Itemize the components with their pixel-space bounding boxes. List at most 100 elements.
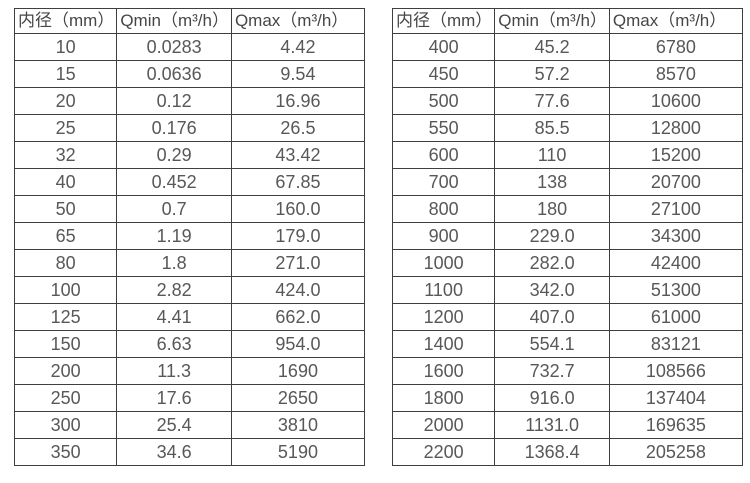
qmin-cell: 25.4 bbox=[116, 411, 232, 439]
qmin-cell: 180 bbox=[494, 195, 610, 223]
diameter-cell: 250 bbox=[13, 384, 118, 412]
qmin-cell: 554.1 bbox=[494, 330, 610, 358]
diameter-cell: 900 bbox=[391, 222, 496, 250]
diameter-cell: 125 bbox=[13, 303, 118, 331]
qmax-cell: 205258 bbox=[608, 438, 743, 466]
qmin-cell: 17.6 bbox=[116, 384, 232, 412]
diameter-cell: 50 bbox=[13, 195, 118, 223]
table-large-diameters: 内径（mm） Qmin（m³/h） Qmax（m³/h） 400 45.2 6780 450… bbox=[391, 8, 743, 466]
diameter-cell: 500 bbox=[391, 87, 496, 115]
qmax-cell: 6780 bbox=[608, 33, 743, 61]
qmax-cell: 67.85 bbox=[230, 168, 365, 196]
qmin-cell: 6.63 bbox=[116, 330, 232, 358]
qmax-cell: 169635 bbox=[608, 411, 743, 439]
table-row: 350 34.6 5190 bbox=[13, 438, 365, 466]
table-row: 800 180 27100 bbox=[391, 195, 743, 223]
qmax-cell: 16.96 bbox=[230, 87, 365, 115]
qmin-cell: 1.19 bbox=[116, 222, 232, 250]
table-row: 500 77.6 10600 bbox=[391, 87, 743, 115]
qmin-cell: 0.0636 bbox=[116, 60, 232, 88]
diameter-cell: 20 bbox=[13, 87, 118, 115]
qmin-column-header: Qmin（m³/h） bbox=[494, 8, 610, 34]
table-row: 10 0.0283 4.42 bbox=[13, 33, 365, 61]
table-row: 700 138 20700 bbox=[391, 168, 743, 196]
qmax-cell: 83121 bbox=[608, 330, 743, 358]
qmin-cell: 4.41 bbox=[116, 303, 232, 331]
qmax-cell: 8570 bbox=[608, 60, 743, 88]
table-row: 1200 407.0 61000 bbox=[391, 303, 743, 331]
qmin-cell: 282.0 bbox=[494, 249, 610, 277]
diameter-column-header: 内径（mm） bbox=[13, 8, 118, 34]
qmax-cell: 12800 bbox=[608, 114, 743, 142]
qmax-cell: 10600 bbox=[608, 87, 743, 115]
diameter-cell: 1600 bbox=[391, 357, 496, 385]
diameter-cell: 1800 bbox=[391, 384, 496, 412]
qmax-cell: 20700 bbox=[608, 168, 743, 196]
qmin-cell: 1368.4 bbox=[494, 438, 610, 466]
diameter-cell: 2000 bbox=[391, 411, 496, 439]
diameter-cell: 80 bbox=[13, 249, 118, 277]
qmin-cell: 57.2 bbox=[494, 60, 610, 88]
qmax-cell: 15200 bbox=[608, 141, 743, 169]
qmin-cell: 342.0 bbox=[494, 276, 610, 304]
qmax-cell: 179.0 bbox=[230, 222, 365, 250]
diameter-cell: 1000 bbox=[391, 249, 496, 277]
qmax-cell: 27100 bbox=[608, 195, 743, 223]
table-row: 25 0.176 26.5 bbox=[13, 114, 365, 142]
table-row: 200 11.3 1690 bbox=[13, 357, 365, 385]
table-row: 1000 282.0 42400 bbox=[391, 249, 743, 277]
diameter-cell: 350 bbox=[13, 438, 118, 466]
table-row: 150 6.63 954.0 bbox=[13, 330, 365, 358]
qmax-column-header: Qmax（m³/h） bbox=[230, 8, 365, 34]
table-row: 900 229.0 34300 bbox=[391, 222, 743, 250]
qmin-cell: 34.6 bbox=[116, 438, 232, 466]
qmin-cell: 2.82 bbox=[116, 276, 232, 304]
qmin-cell: 229.0 bbox=[494, 222, 610, 250]
table-row: 40 0.452 67.85 bbox=[13, 168, 365, 196]
table-row: 2200 1368.4 205258 bbox=[391, 438, 743, 466]
diameter-cell: 200 bbox=[13, 357, 118, 385]
diameter-cell: 600 bbox=[391, 141, 496, 169]
qmax-cell: 424.0 bbox=[230, 276, 365, 304]
qmax-cell: 26.5 bbox=[230, 114, 365, 142]
qmax-column-header: Qmax（m³/h） bbox=[608, 8, 743, 34]
qmax-cell: 160.0 bbox=[230, 195, 365, 223]
diameter-cell: 700 bbox=[391, 168, 496, 196]
qmin-cell: 732.7 bbox=[494, 357, 610, 385]
qmin-cell: 110 bbox=[494, 141, 610, 169]
qmin-cell: 85.5 bbox=[494, 114, 610, 142]
diameter-cell: 450 bbox=[391, 60, 496, 88]
qmin-cell: 1131.0 bbox=[494, 411, 610, 439]
qmax-cell: 9.54 bbox=[230, 60, 365, 88]
diameter-cell: 2200 bbox=[391, 438, 496, 466]
table-row: 80 1.8 271.0 bbox=[13, 249, 365, 277]
table-row: 15 0.0636 9.54 bbox=[13, 60, 365, 88]
qmax-cell: 42400 bbox=[608, 249, 743, 277]
diameter-cell: 1200 bbox=[391, 303, 496, 331]
qmax-cell: 2650 bbox=[230, 384, 365, 412]
qmax-cell: 61000 bbox=[608, 303, 743, 331]
spec-tables-container: 内径（mm） Qmin（m³/h） Qmax（m³/h） 10 0.0283 4.42 15… bbox=[13, 8, 743, 466]
diameter-cell: 65 bbox=[13, 222, 118, 250]
qmin-cell: 77.6 bbox=[494, 87, 610, 115]
diameter-cell: 800 bbox=[391, 195, 496, 223]
header-row: 内径（mm） Qmin（m³/h） Qmax（m³/h） bbox=[391, 8, 743, 34]
qmax-cell: 662.0 bbox=[230, 303, 365, 331]
table-small-diameters: 内径（mm） Qmin（m³/h） Qmax（m³/h） 10 0.0283 4.42 15… bbox=[13, 8, 365, 466]
qmin-cell: 0.29 bbox=[116, 141, 232, 169]
qmax-cell: 43.42 bbox=[230, 141, 365, 169]
table-row: 300 25.4 3810 bbox=[13, 411, 365, 439]
qmin-cell: 45.2 bbox=[494, 33, 610, 61]
diameter-cell: 1100 bbox=[391, 276, 496, 304]
table-row: 2000 1131.0 169635 bbox=[391, 411, 743, 439]
qmax-cell: 1690 bbox=[230, 357, 365, 385]
qmax-cell: 51300 bbox=[608, 276, 743, 304]
qmin-cell: 0.7 bbox=[116, 195, 232, 223]
qmin-cell: 138 bbox=[494, 168, 610, 196]
diameter-cell: 25 bbox=[13, 114, 118, 142]
diameter-cell: 15 bbox=[13, 60, 118, 88]
diameter-cell: 100 bbox=[13, 276, 118, 304]
qmin-cell: 0.12 bbox=[116, 87, 232, 115]
table-row: 450 57.2 8570 bbox=[391, 60, 743, 88]
diameter-cell: 300 bbox=[13, 411, 118, 439]
